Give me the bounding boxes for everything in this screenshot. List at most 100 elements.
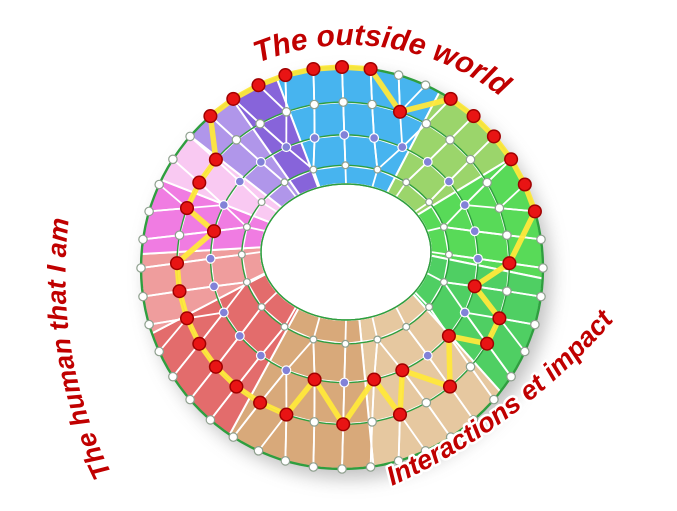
- grid-node-white[interactable]: [185, 394, 195, 405]
- score-node-red[interactable]: [306, 61, 321, 77]
- grid-node-purple[interactable]: [459, 200, 470, 211]
- grid-node-white[interactable]: [309, 99, 320, 110]
- score-node-red[interactable]: [229, 379, 244, 394]
- score-node-red[interactable]: [226, 91, 241, 106]
- score-node-red[interactable]: [253, 395, 268, 410]
- grid-node-white[interactable]: [365, 462, 376, 472]
- grid-node-white[interactable]: [136, 263, 146, 273]
- grid-node-white[interactable]: [280, 322, 289, 331]
- grid-node-purple[interactable]: [255, 350, 266, 361]
- grid-node-white[interactable]: [444, 250, 453, 259]
- grid-node-purple[interactable]: [443, 176, 454, 187]
- grid-node-white[interactable]: [373, 335, 382, 344]
- grid-node-purple[interactable]: [469, 226, 480, 237]
- grid-node-white[interactable]: [281, 107, 292, 117]
- grid-node-white[interactable]: [253, 445, 264, 456]
- score-node-red[interactable]: [307, 372, 322, 387]
- grid-node-white[interactable]: [138, 291, 148, 302]
- grid-node-white[interactable]: [393, 70, 404, 80]
- grid-node-purple[interactable]: [209, 281, 220, 292]
- grid-node-white[interactable]: [205, 415, 216, 425]
- grid-node-white[interactable]: [502, 230, 512, 240]
- score-node-red[interactable]: [441, 328, 456, 343]
- grid-node-white[interactable]: [367, 99, 377, 110]
- score-node-red[interactable]: [208, 359, 223, 374]
- grid-node-white[interactable]: [228, 432, 239, 442]
- grid-node-white[interactable]: [341, 161, 350, 170]
- score-node-red[interactable]: [334, 59, 350, 75]
- grid-node-white[interactable]: [482, 177, 492, 188]
- grid-node-white[interactable]: [257, 198, 266, 207]
- grid-node-white[interactable]: [309, 417, 320, 427]
- grid-node-purple[interactable]: [205, 253, 216, 264]
- grid-node-purple[interactable]: [339, 129, 350, 140]
- grid-node-white[interactable]: [420, 445, 431, 456]
- score-node-red[interactable]: [172, 284, 187, 299]
- grid-node-white[interactable]: [538, 263, 548, 273]
- score-node-red[interactable]: [203, 109, 218, 124]
- score-node-red[interactable]: [336, 417, 351, 432]
- grid-node-white[interactable]: [425, 198, 434, 207]
- score-node-red[interactable]: [169, 256, 185, 271]
- grid-node-white[interactable]: [393, 456, 404, 466]
- grid-node-white[interactable]: [421, 118, 432, 129]
- score-node-red[interactable]: [442, 379, 458, 394]
- grid-node-white[interactable]: [144, 206, 154, 217]
- grid-node-purple[interactable]: [459, 307, 470, 318]
- score-node-red[interactable]: [279, 407, 294, 422]
- grid-node-white[interactable]: [242, 278, 251, 287]
- grid-node-white[interactable]: [242, 223, 251, 232]
- grid-node-white[interactable]: [231, 135, 242, 145]
- grid-node-white[interactable]: [338, 97, 348, 107]
- grid-node-white[interactable]: [309, 165, 318, 174]
- grid-node-white[interactable]: [308, 462, 319, 472]
- grid-node-white[interactable]: [154, 346, 164, 357]
- score-node-red[interactable]: [392, 104, 408, 119]
- score-node-red[interactable]: [367, 372, 382, 387]
- grid-node-purple[interactable]: [234, 176, 245, 187]
- score-node-red[interactable]: [492, 311, 507, 326]
- score-node-red[interactable]: [480, 336, 495, 351]
- grid-node-purple[interactable]: [281, 365, 292, 376]
- grid-node-white[interactable]: [174, 230, 185, 240]
- grid-node-white[interactable]: [341, 339, 350, 348]
- grid-node-white[interactable]: [237, 250, 246, 259]
- grid-node-white[interactable]: [280, 456, 291, 466]
- score-node-red[interactable]: [395, 363, 410, 378]
- grid-node-white[interactable]: [420, 80, 431, 90]
- grid-node-purple[interactable]: [339, 377, 350, 388]
- grid-node-white[interactable]: [185, 131, 195, 142]
- grid-node-white[interactable]: [439, 278, 448, 287]
- grid-node-purple[interactable]: [255, 156, 266, 167]
- grid-node-white[interactable]: [402, 178, 411, 187]
- score-node-red[interactable]: [179, 311, 195, 326]
- score-node-red[interactable]: [517, 177, 532, 192]
- score-node-red[interactable]: [363, 61, 378, 77]
- grid-node-white[interactable]: [465, 154, 476, 165]
- grid-node-white[interactable]: [373, 165, 382, 174]
- grid-node-white[interactable]: [168, 371, 178, 382]
- grid-node-white[interactable]: [465, 361, 476, 372]
- grid-node-white[interactable]: [367, 417, 377, 427]
- score-node-red[interactable]: [251, 78, 266, 93]
- score-node-red[interactable]: [527, 204, 542, 219]
- grid-node-white[interactable]: [506, 371, 516, 382]
- grid-node-purple[interactable]: [397, 142, 408, 153]
- grid-node-white[interactable]: [257, 303, 266, 312]
- score-node-red[interactable]: [467, 279, 482, 294]
- grid-node-purple[interactable]: [369, 133, 380, 144]
- score-node-red[interactable]: [192, 336, 207, 351]
- grid-node-white[interactable]: [138, 234, 148, 245]
- grid-node-white[interactable]: [309, 335, 318, 344]
- grid-node-purple[interactable]: [309, 133, 320, 144]
- grid-node-white[interactable]: [255, 118, 265, 129]
- grid-node-purple[interactable]: [218, 307, 229, 318]
- score-node-red[interactable]: [392, 407, 408, 422]
- grid-node-white[interactable]: [144, 319, 154, 330]
- score-node-red[interactable]: [192, 175, 207, 190]
- score-node-red[interactable]: [208, 152, 223, 167]
- grid-node-white[interactable]: [489, 394, 499, 405]
- grid-node-white[interactable]: [402, 322, 411, 331]
- grid-node-white[interactable]: [502, 286, 512, 296]
- score-node-red[interactable]: [179, 201, 195, 216]
